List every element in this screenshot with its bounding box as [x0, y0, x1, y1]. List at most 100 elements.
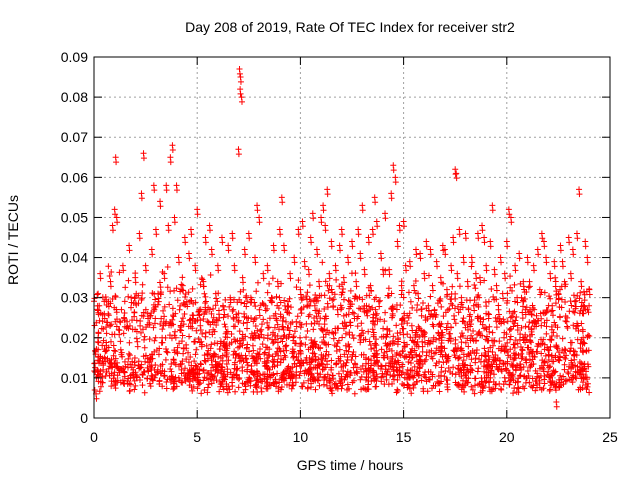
data-point: [586, 291, 593, 298]
data-point: [219, 239, 226, 246]
data-point: [436, 297, 443, 304]
data-point: [429, 287, 436, 294]
data-point: [378, 255, 385, 262]
data-point: [460, 357, 467, 364]
data-point: [341, 376, 348, 383]
data-point: [247, 334, 254, 341]
data-point: [558, 296, 565, 303]
data-point: [574, 320, 581, 327]
data-point: [185, 349, 192, 356]
data-point: [244, 325, 251, 332]
data-point: [266, 280, 273, 287]
data-point: [388, 290, 395, 297]
data-point: [561, 346, 568, 353]
data-point: [545, 368, 552, 375]
data-point: [399, 317, 406, 324]
data-point: [340, 285, 347, 292]
data-point: [120, 330, 127, 337]
data-point: [493, 287, 500, 294]
data-point: [256, 312, 263, 319]
data-point: [243, 292, 250, 299]
data-point: [557, 286, 564, 293]
data-point: [463, 297, 470, 304]
data-point: [320, 207, 327, 214]
data-point: [243, 303, 250, 310]
data-point: [416, 352, 423, 359]
data-point: [393, 301, 400, 308]
data-point: [430, 382, 437, 389]
data-point: [429, 355, 436, 362]
data-point: [538, 350, 545, 357]
data-point: [259, 341, 266, 348]
data-point: [427, 293, 434, 300]
data-point: [258, 378, 265, 385]
data-point: [297, 306, 304, 313]
data-point: [449, 283, 456, 290]
data-point: [319, 339, 326, 346]
data-point: [478, 352, 485, 359]
data-point: [333, 276, 340, 283]
data-point: [322, 278, 329, 285]
data-point: [103, 368, 110, 375]
data-point: [320, 381, 327, 388]
data-point: [420, 331, 427, 338]
data-point: [412, 332, 419, 339]
data-point: [341, 279, 348, 286]
data-point: [553, 403, 560, 410]
data-point: [317, 315, 324, 322]
data-point: [227, 369, 234, 376]
data-point: [441, 345, 448, 352]
data-point: [126, 247, 133, 254]
data-point: [121, 315, 128, 322]
data-point: [368, 357, 375, 364]
data-point: [370, 331, 377, 338]
data-point: [475, 235, 482, 242]
data-point: [281, 377, 288, 384]
data-point: [405, 289, 412, 296]
data-point: [166, 301, 173, 308]
data-point: [345, 297, 352, 304]
data-point: [309, 350, 316, 357]
data-point: [292, 340, 299, 347]
x-tick-label: 25: [602, 429, 618, 445]
data-point: [347, 303, 354, 310]
data-point: [480, 363, 487, 370]
data-point: [250, 355, 257, 362]
data-point: [106, 272, 113, 279]
data-point: [237, 78, 244, 85]
data-point: [532, 378, 539, 385]
data-point: [202, 239, 209, 246]
data-point: [489, 342, 496, 349]
data-point: [365, 356, 372, 363]
data-point: [435, 321, 442, 328]
data-point: [265, 351, 272, 358]
data-point: [185, 323, 192, 330]
data-point: [464, 283, 471, 290]
data-point: [244, 319, 251, 326]
data-point: [146, 336, 153, 343]
data-point: [573, 297, 580, 304]
data-point: [471, 297, 478, 304]
data-point: [248, 299, 255, 306]
data-point: [95, 290, 102, 297]
data-point: [315, 310, 322, 317]
data-point: [501, 329, 508, 336]
data-point: [145, 315, 152, 322]
data-point: [116, 367, 123, 374]
data-point: [216, 311, 223, 318]
data-point: [174, 344, 181, 351]
data-point: [312, 353, 319, 360]
data-point: [121, 298, 128, 305]
data-point: [139, 326, 146, 333]
data-point: [303, 293, 310, 300]
data-point: [236, 352, 243, 359]
data-point: [293, 323, 300, 330]
data-point: [574, 235, 581, 242]
data-point: [178, 327, 185, 334]
data-point: [510, 323, 517, 330]
data-point: [332, 267, 339, 274]
data-point: [541, 358, 548, 365]
data-point: [187, 316, 194, 323]
data-point: [237, 340, 244, 347]
data-point: [297, 334, 304, 341]
